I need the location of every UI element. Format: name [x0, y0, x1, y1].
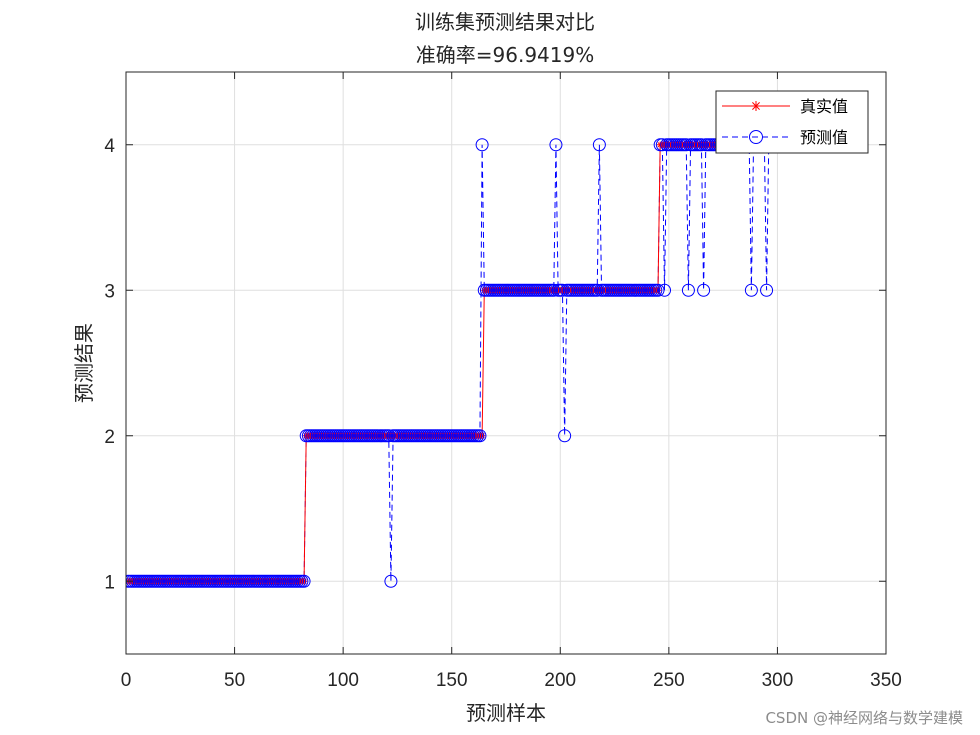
predicted-point [681, 283, 695, 297]
legend-asterisk-shape [751, 101, 761, 111]
predicted-point [555, 283, 569, 297]
predicted-point [651, 283, 665, 297]
x-tick-label: 0 [121, 670, 132, 691]
predicted-point [382, 429, 396, 443]
watermark: CSDN @神经网络与数学建模 [765, 709, 963, 727]
predicted-point [655, 138, 669, 152]
x-axis-label: 预测样本 [466, 701, 546, 725]
x-tick-label: 150 [436, 670, 468, 691]
predicted-point [558, 429, 572, 443]
axes-box [125, 71, 887, 655]
y-tick-label: 2 [104, 427, 115, 448]
chart-subtitle: 准确率=96.9419% [416, 43, 594, 67]
predicted-point [592, 138, 606, 152]
legend-marker-asterisk [751, 101, 761, 111]
predicted-point [547, 283, 561, 297]
predicted-point [473, 429, 487, 443]
predicted-point [679, 138, 693, 152]
predicted-point [549, 138, 563, 152]
predicted-point [384, 574, 398, 588]
legend-circle-shape [749, 130, 763, 144]
y-axis-label: 预测结果 [72, 323, 96, 403]
predicted-point [744, 283, 758, 297]
x-tick-label: 350 [870, 670, 902, 691]
tick-marks: 0 50 100 150 200 250 300 350 1 2 3 4 [104, 72, 902, 691]
predicted-point [590, 283, 604, 297]
x-tick-label: 250 [653, 670, 685, 691]
legend-label-true: 真实值 [800, 97, 848, 116]
predicted-point [658, 283, 672, 297]
legend-box [715, 90, 869, 154]
predicted-point [694, 138, 708, 152]
legend-label-predicted: 预测值 [800, 128, 848, 147]
y-tick-label: 1 [104, 572, 115, 593]
x-tick-label: 200 [544, 670, 576, 691]
legend: 真实值 预测值 [715, 90, 869, 154]
y-tick-label: 4 [104, 136, 115, 157]
plot-area [126, 72, 886, 654]
y-tick-label: 3 [104, 281, 115, 302]
predicted-point [475, 138, 489, 152]
x-tick-label: 100 [327, 670, 359, 691]
x-tick-label: 300 [762, 670, 794, 691]
legend-marker-circle [749, 130, 763, 144]
chart-title: 训练集预测结果对比 [415, 10, 595, 34]
x-tick-label: 50 [224, 670, 245, 691]
predicted-point [297, 574, 311, 588]
predicted-point [760, 283, 774, 297]
predicted-point [697, 283, 711, 297]
